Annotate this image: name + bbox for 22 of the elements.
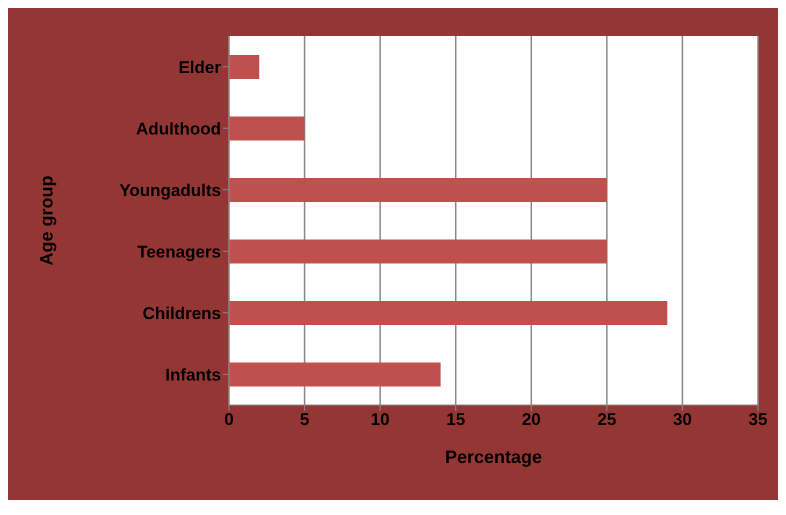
y-tick-label: Youngadults: [119, 180, 221, 200]
x-tick-label: 25: [597, 410, 616, 430]
y-tick-label: Elder: [178, 58, 222, 77]
x-axis-title: Percentage: [444, 447, 542, 467]
bar: [229, 178, 607, 202]
y-tick-label: Childrens: [142, 304, 221, 323]
x-tick-label: 0: [224, 410, 234, 430]
x-tick-label: 10: [370, 410, 390, 430]
x-tick-label: 30: [672, 410, 692, 430]
y-tick-label: Infants: [165, 365, 221, 384]
y-tick-label: Adulthood: [136, 119, 221, 138]
x-tick-label: 35: [748, 410, 768, 430]
x-tick-label: 5: [300, 410, 310, 430]
bar: [229, 55, 260, 79]
bar: [229, 362, 441, 386]
bar: [229, 116, 305, 140]
x-tick-label: 15: [446, 410, 466, 430]
x-tick-label: 20: [522, 410, 541, 430]
y-axis-title: Age group: [36, 176, 56, 266]
bar: [229, 240, 607, 264]
bar: [229, 301, 668, 325]
y-tick-label: Teenagers: [137, 242, 221, 262]
